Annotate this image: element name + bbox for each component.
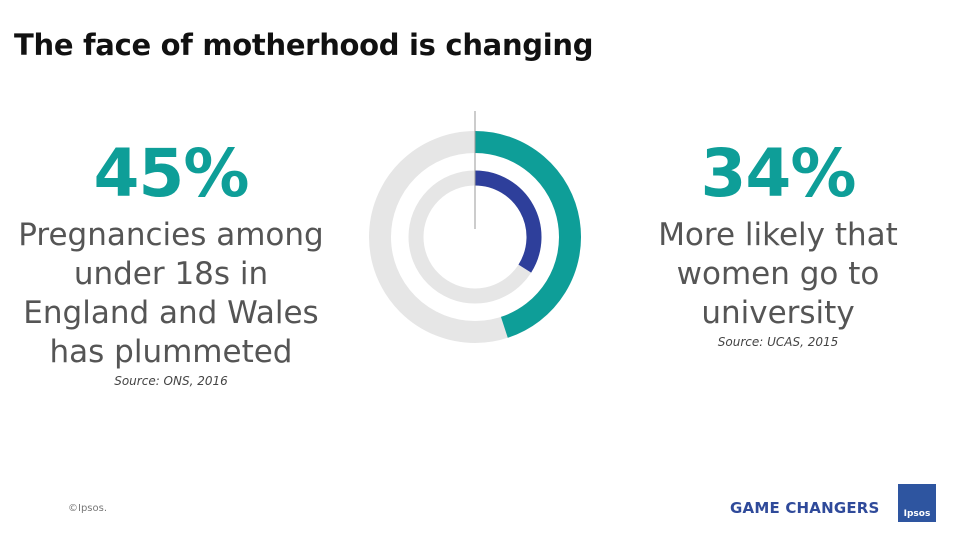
right-stat-source: Source: UCAS, 2015 xyxy=(717,335,839,349)
right-stat: 34% More likely that women go to univers… xyxy=(618,135,938,350)
left-stat-line: has plummeted xyxy=(49,334,293,370)
left-stat-line: under 18s in xyxy=(73,256,269,292)
right-stat-description: More likely that women go to university xyxy=(618,216,938,333)
right-stat-value: 34% xyxy=(700,135,857,212)
right-stat-line: More likely that xyxy=(658,217,898,253)
donut-arc-1 xyxy=(474,170,542,273)
left-stat-line: Pregnancies among xyxy=(18,217,324,253)
left-stat-source: Source: ONS, 2016 xyxy=(114,374,228,388)
left-stat-value: 45% xyxy=(93,135,250,212)
logo-text: Ipsos xyxy=(903,509,931,519)
right-stat-line: university xyxy=(701,295,855,331)
donut-arc-0 xyxy=(474,131,581,338)
left-stat-line: England and Wales xyxy=(23,295,319,331)
page-title: The face of motherhood is changing xyxy=(14,28,594,62)
right-stat-line: women go to xyxy=(676,256,880,292)
left-stat: 45% Pregnancies among under 18s in Engla… xyxy=(6,135,336,389)
ipsos-logo: Ipsos xyxy=(898,484,936,522)
donut-chart xyxy=(369,111,581,343)
copyright: ©Ipsos. xyxy=(68,503,108,514)
left-stat-description: Pregnancies among under 18s in England a… xyxy=(6,216,336,372)
brand-tagline: GAME CHANGERS xyxy=(730,499,880,517)
